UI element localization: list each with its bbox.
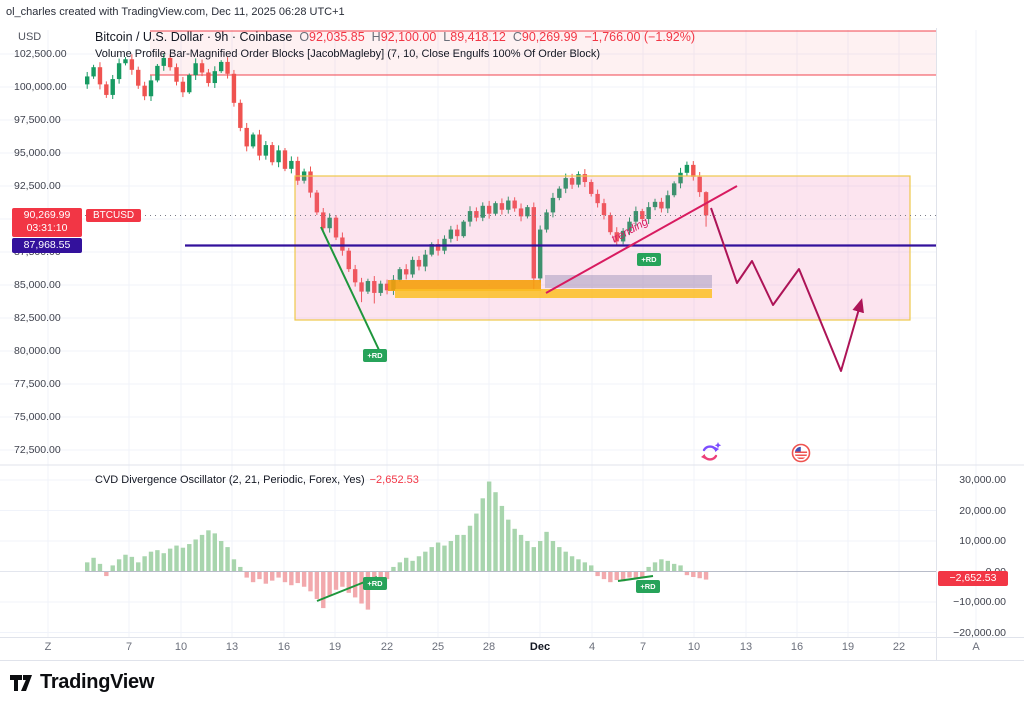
oscillator-trendline (617, 575, 654, 582)
resistance-zone (150, 31, 936, 75)
open-label: O (299, 30, 310, 44)
symbol-title: Bitcoin / U.S. Dollar · 9h · Coinbase (95, 30, 293, 44)
oscillator-value: −2,652.53 (369, 474, 419, 486)
last-price-label: 90,269.99 03:31:10 (12, 208, 82, 237)
oscillator-value-label: −2,652.53 (938, 571, 1008, 586)
indicator-title[interactable]: Volume Profile Bar-Magnified Order Block… (95, 48, 601, 60)
high-value: 92,100.00 (380, 30, 437, 44)
tradingview-logo-text: TradingView (40, 671, 155, 693)
low-label: L (443, 30, 451, 44)
bar-countdown: 03:31:10 (26, 222, 68, 234)
trendline (320, 226, 380, 351)
change-value: −1,766.00 (−1.92%) (584, 30, 696, 44)
economic-events-icon[interactable] (791, 443, 811, 463)
status-bar: ol_charles created with TradingView.com,… (6, 6, 345, 18)
order-block (545, 275, 712, 288)
close-label: C (512, 30, 522, 44)
price-scale-currency[interactable]: USD (18, 31, 42, 43)
oscillator-title[interactable]: CVD Divergence Oscillator (2, 21, Period… (95, 474, 419, 486)
order-block (395, 289, 712, 298)
symbol-price-badge: BTCUSD (86, 209, 142, 222)
range-zone (294, 175, 911, 321)
high-label: H (371, 30, 381, 44)
candles-layer (85, 53, 709, 304)
purple-level-label: 87,968.55 (12, 238, 82, 253)
order-block (388, 280, 541, 291)
open-value: 92,035.85 (309, 30, 365, 44)
trendline (545, 185, 738, 294)
oscillator-histogram (85, 481, 709, 610)
price-projection (710, 207, 864, 372)
gridlines (0, 30, 977, 637)
replay-icon[interactable] (701, 442, 722, 461)
close-value: 90,269.99 (521, 30, 578, 44)
symbol-info-line[interactable]: Bitcoin / U.S. Dollar · 9h · Coinbase O92… (95, 30, 695, 44)
tradingview-logo-icon (10, 674, 32, 691)
tradingview-logo[interactable]: TradingView (10, 671, 154, 694)
last-price-value: 90,269.99 (23, 209, 71, 221)
oscillator-name: CVD Divergence Oscillator (2, 21, Period… (95, 474, 365, 486)
low-value: 89,418.12 (450, 30, 506, 44)
